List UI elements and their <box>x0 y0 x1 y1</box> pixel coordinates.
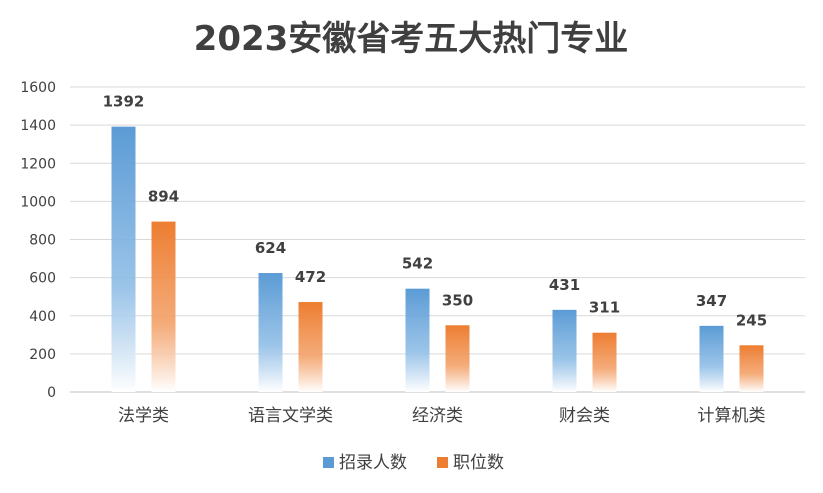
data-label: 347 <box>696 292 727 310</box>
bar-series-2 <box>739 345 764 392</box>
data-label: 245 <box>736 311 767 329</box>
bar-series-2 <box>298 302 323 392</box>
y-tick-label: 0 <box>47 385 56 401</box>
bar-series-1 <box>552 309 577 392</box>
data-label: 311 <box>589 299 620 317</box>
y-tick-label: 1600 <box>20 80 56 96</box>
y-tick-label: 800 <box>29 233 56 249</box>
bar-series-2 <box>445 325 470 392</box>
y-tick-label: 200 <box>29 347 56 363</box>
data-label: 1392 <box>103 93 145 111</box>
legend-label-series-1: 招录人数 <box>339 453 407 473</box>
data-labels: 1392 894 624 472 542 350 431 311 347 245 <box>103 93 768 330</box>
bar-series-1 <box>111 126 136 393</box>
x-category-label: 经济类 <box>412 406 463 426</box>
y-tick-label: 1400 <box>20 118 56 134</box>
x-category-label: 财会类 <box>559 406 610 426</box>
bar-series-1 <box>258 273 283 392</box>
data-label: 624 <box>255 239 286 257</box>
x-category-label: 计算机类 <box>698 406 766 426</box>
data-label: 350 <box>442 291 473 309</box>
bar-series-2 <box>592 332 617 392</box>
y-tick-label: 600 <box>29 271 56 287</box>
data-label: 542 <box>402 255 433 273</box>
y-axis-ticks: 0 200 400 600 800 1000 1200 1400 1600 <box>20 80 56 401</box>
y-tick-label: 400 <box>29 309 56 325</box>
legend-swatch-series-2 <box>437 457 448 468</box>
bar-series-2 <box>151 221 176 392</box>
data-label: 431 <box>549 276 580 294</box>
y-tick-label: 1000 <box>20 194 56 210</box>
x-category-label: 语言文学类 <box>248 406 333 426</box>
x-axis-categories: 法学类 语言文学类 经济类 财会类 计算机类 <box>118 406 766 426</box>
data-label: 472 <box>295 268 326 286</box>
data-label: 894 <box>148 188 179 206</box>
bar-series-1 <box>405 288 430 392</box>
chart-title: 2023安徽省考五大热门专业 <box>194 19 629 59</box>
legend-swatch-series-1 <box>323 457 334 468</box>
bar-series-1 <box>699 325 724 392</box>
gridlines <box>70 86 805 355</box>
bars <box>111 126 764 393</box>
legend-label-series-2: 职位数 <box>453 453 504 473</box>
legend: 招录人数 职位数 <box>323 453 504 473</box>
x-category-label: 法学类 <box>118 406 169 426</box>
y-tick-label: 1200 <box>20 156 56 172</box>
